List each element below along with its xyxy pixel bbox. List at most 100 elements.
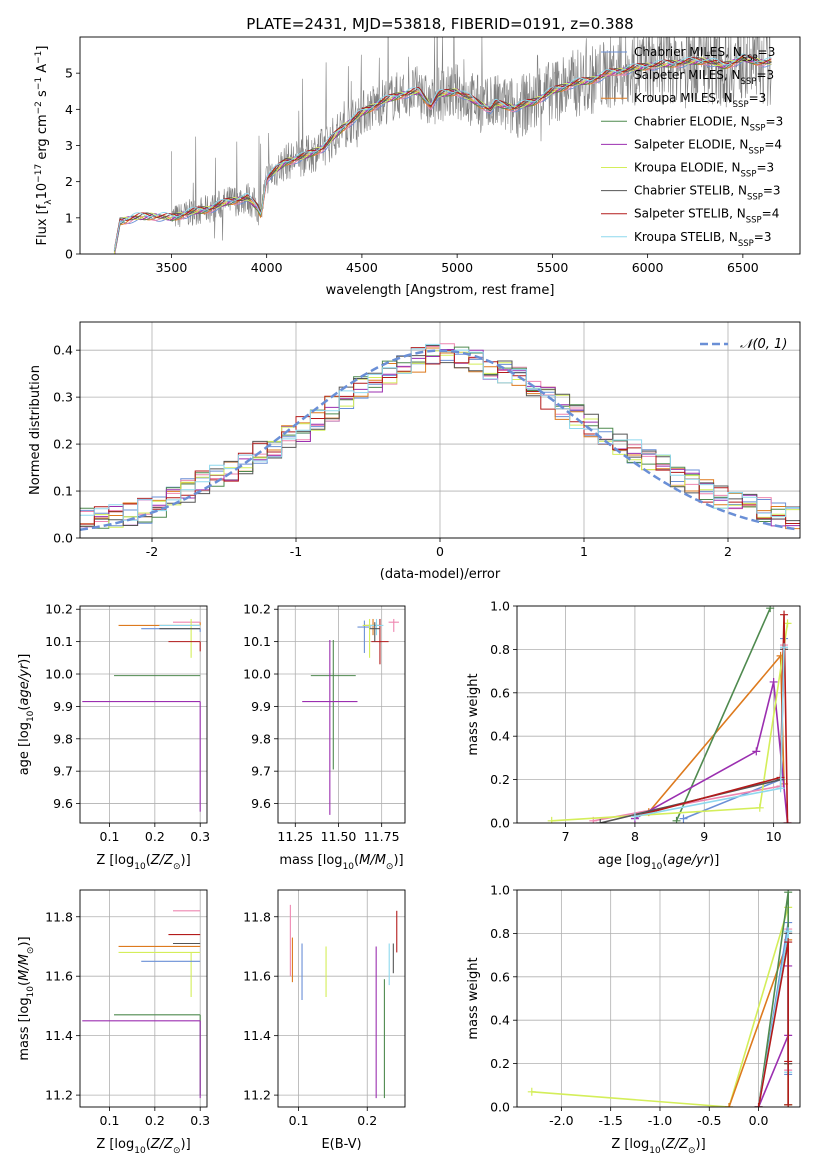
x-tick-label: 0 [436,544,444,559]
plot-area [289,904,398,1099]
mass-weight-marker [754,1103,763,1107]
y-tick-label: 3 [65,138,73,153]
y-tick-label: 9.6 [53,796,73,811]
y-axis-label: age [log10(age/yr)] [17,654,36,776]
x-tick-label: 0.2 [357,1113,377,1128]
age-vs-mass-panel: 11.25 11.50 11.75 9.6 9.7 9.8 9.9 10.0 10.1 10.2 m… [243,602,406,872]
y-tick-label: 10.0 [45,667,73,682]
y-tick-label: 9.6 [251,796,271,811]
mass-weight-marker [784,938,793,947]
x-axis-label: age [log10(age/yr)] [598,853,720,872]
y-tick-label: 1.0 [490,883,510,898]
legend-label: Kroupa STELIB, NSSP=3 [634,230,772,249]
y-axis-label: Flux [fλ10−17 erg cm−2 s−1 A−1] [34,46,54,246]
mass-weight-vs-Z-panel: -2.0 -1.5 -1.0 -0.5 0.0 0.0 0.2 0.4 0.6 0.8 1.0 Z [… [466,883,801,1156]
age-vs-Z-panel: 0.1 0.2 0.3 9.6 9.7 9.8 9.9 10.0 10.1 10.2 Z [log1… [17,602,210,872]
y-tick-label: 0.4 [490,1013,510,1028]
axes-frame [79,36,801,255]
y-tick-label: 0.8 [490,926,510,941]
y-tick-label: 9.9 [53,699,73,714]
y-tick-label: 0.0 [53,531,73,546]
axes-frame [516,605,801,824]
x-tick-label: 5000 [441,260,473,275]
mass-weight-marker [630,812,639,821]
residuals-plot-area [80,343,800,532]
legend-label: Salpeter MILES, NSSP=3 [634,68,774,87]
x-tick-label: -1 [290,544,302,559]
x-tick-label: 4000 [251,260,283,275]
x-tick-label: 11.50 [321,829,357,844]
spectrum-plot-area [113,37,772,254]
axes-frame [79,605,208,824]
y-tick-label: 0.2 [53,437,73,452]
x-axis-label: Z [log10(Z/Z⊙)] [96,853,190,872]
axes-frame [516,889,801,1108]
x-tick-label: 11.25 [277,829,313,844]
x-tick-label: 0.1 [100,1113,120,1128]
mass-weight-series-line [675,607,771,822]
y-tick-label: 10.1 [45,634,73,649]
x-tick-label: 11.75 [364,829,400,844]
y-tick-label: 0.2 [490,772,510,787]
mass-weight-marker [780,610,789,619]
x-tick-label: 0.0 [749,1113,769,1128]
y-tick-label: 0.4 [53,343,73,358]
legend-label: Kroupa ELODIE, NSSP=3 [634,161,774,180]
y-tick-label: 10.0 [243,667,271,682]
y-tick-label: 10.2 [45,602,73,617]
y-tick-label: 0 [65,247,73,262]
model-fit-line [113,57,772,254]
x-tick-label: 9 [700,829,708,844]
y-axis-label: mass weight [466,673,481,755]
x-tick-label: 6000 [632,260,664,275]
mass-weight-series-line [757,941,789,1107]
y-tick-label: 11.4 [45,1028,73,1043]
y-tick-label: 11.4 [243,1028,271,1043]
x-tick-label: 4500 [346,260,378,275]
model-fit-line [113,56,772,252]
y-tick-label: 1 [65,210,73,225]
gaussian-reference-line [80,349,798,532]
x-tick-label: 0.3 [190,1113,210,1128]
y-tick-label: 9.8 [53,731,73,746]
plot-area [547,606,792,823]
x-tick-label: -0.5 [697,1113,721,1128]
x-tick-label: -1.0 [648,1113,672,1128]
y-tick-label: 0.8 [490,642,510,657]
y-tick-label: 1.0 [490,599,510,614]
spectrum-panel: 3500 4000 4500 5000 5500 6000 6500 0 1 2 3 4 5 Chabri… [34,36,801,298]
mass-weight-marker [784,890,793,897]
mass-weight-marker [672,816,681,823]
axes-frame [79,321,801,539]
mass-weight-vs-age-panel: 7 8 9 10 0.0 0.2 0.4 0.6 0.8 1.0 age [log10(age/yr… [466,599,801,872]
x-tick-label: -2 [146,544,158,559]
axes-frame [79,889,208,1108]
y-tick-label: 11.8 [45,909,73,924]
legend-label: Chabrier STELIB, NSSP=3 [634,184,781,203]
y-tick-label: 9.7 [251,764,271,779]
legend-label: Salpeter ELODIE, NSSP=4 [634,137,782,156]
y-tick-label: 11.2 [243,1088,271,1103]
mass-weight-marker [547,816,556,823]
x-tick-label: -2.0 [549,1113,573,1128]
mass-weight-marker [776,784,785,793]
mass-weight-marker [784,927,793,936]
figure-title: PLATE=2431, MJD=53818, FIBERID=0191, z=0… [246,15,633,33]
mass-weight-marker [679,814,688,823]
x-axis-label: wavelength [Angstrom, rest frame] [326,283,555,298]
mass-weight-marker [784,1100,793,1107]
y-tick-label: 11.6 [45,969,73,984]
x-tick-label: 7 [562,829,570,844]
plot-area [82,910,201,1099]
x-axis-label: Z [log10(Z/Z⊙)] [96,1137,190,1156]
x-tick-label: 0.2 [145,829,165,844]
plot-area [527,890,793,1107]
x-tick-label: 1 [580,544,588,559]
x-tick-label: 0.1 [100,829,120,844]
y-tick-label: 0.2 [490,1056,510,1071]
y-tick-label: 10.1 [243,634,271,649]
residual-histogram-line [80,343,800,521]
plot-area [82,618,201,812]
y-tick-label: 0.4 [490,729,510,744]
